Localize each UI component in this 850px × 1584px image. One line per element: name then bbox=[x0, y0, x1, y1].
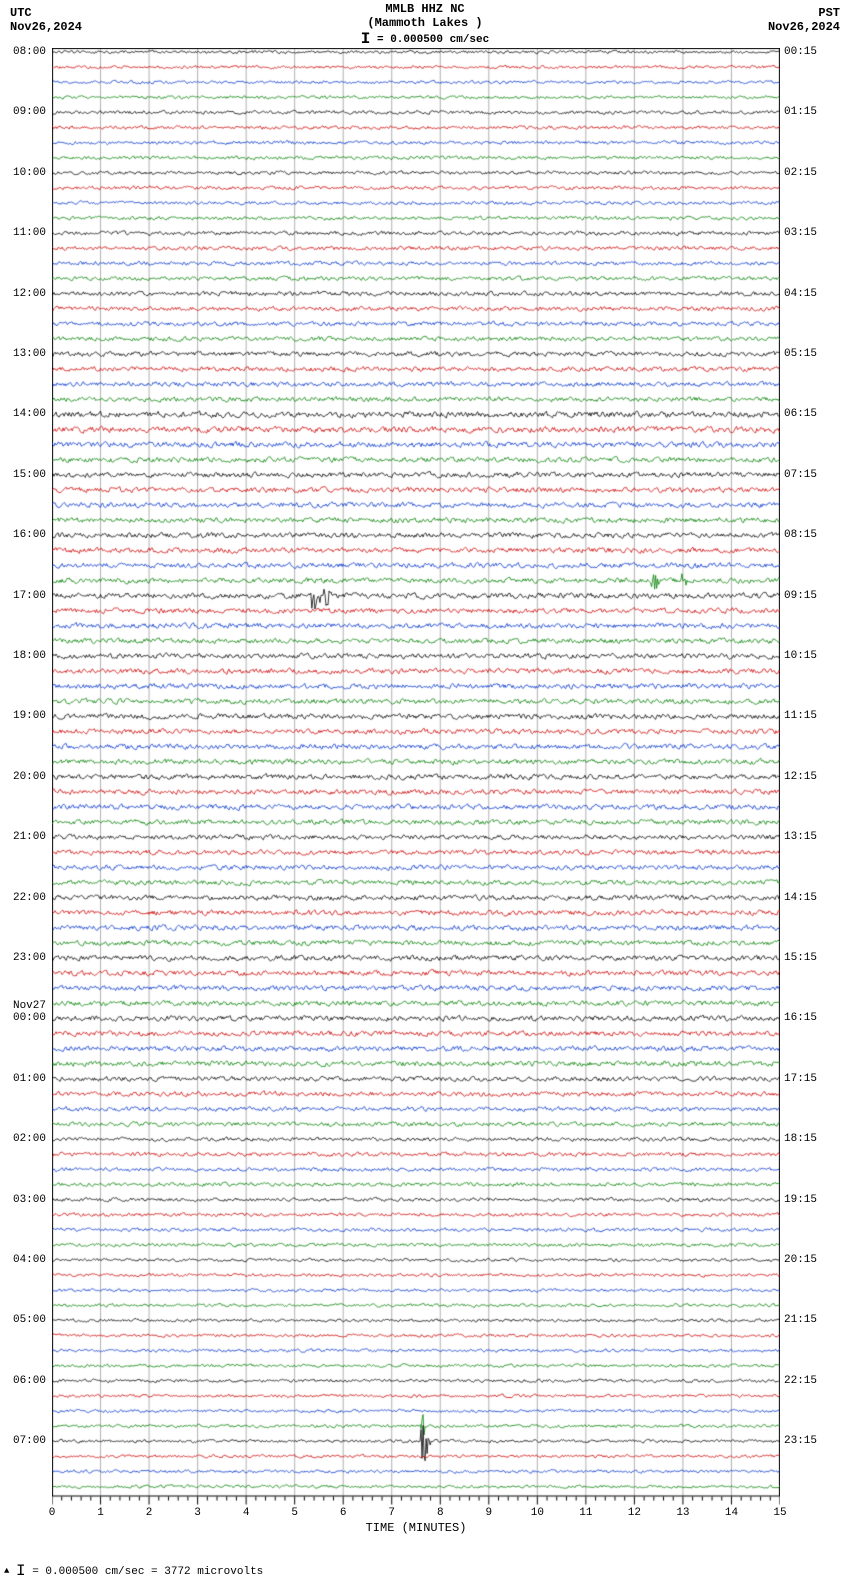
utc-label: 00:00 bbox=[13, 1012, 46, 1024]
x-tick: 4 bbox=[243, 1507, 250, 1519]
pst-label: 20:15 bbox=[784, 1254, 817, 1266]
utc-label: 17:00 bbox=[13, 590, 46, 602]
pst-label: 15:15 bbox=[784, 952, 817, 964]
utc-label: 08:00 bbox=[13, 46, 46, 58]
pst-label: 06:15 bbox=[784, 408, 817, 420]
pst-label: 14:15 bbox=[784, 892, 817, 904]
utc-date2: Nov27 bbox=[13, 1000, 46, 1012]
utc-label: 04:00 bbox=[13, 1254, 46, 1266]
utc-label: 23:00 bbox=[13, 952, 46, 964]
pst-label: 12:15 bbox=[784, 771, 817, 783]
x-tick: 15 bbox=[773, 1507, 786, 1519]
station-id: MMLB HHZ NC bbox=[0, 2, 850, 16]
x-tick: 14 bbox=[725, 1507, 738, 1519]
utc-label: 09:00 bbox=[13, 106, 46, 118]
pst-label: 02:15 bbox=[784, 167, 817, 179]
pst-label: 07:15 bbox=[784, 469, 817, 481]
station-location: (Mammoth Lakes ) bbox=[0, 16, 850, 30]
footer-text: = 0.000500 cm/sec = 3772 microvolts bbox=[32, 1566, 263, 1578]
x-tick: 5 bbox=[291, 1507, 298, 1519]
x-tick: 2 bbox=[146, 1507, 153, 1519]
utc-label: 05:00 bbox=[13, 1314, 46, 1326]
header-center: MMLB HHZ NC (Mammoth Lakes ) I = 0.00050… bbox=[0, 2, 850, 48]
x-tick: 7 bbox=[388, 1507, 395, 1519]
utc-label: 21:00 bbox=[13, 831, 46, 843]
utc-label: 12:00 bbox=[13, 288, 46, 300]
pst-label: 00:15 bbox=[784, 46, 817, 58]
utc-label: 16:00 bbox=[13, 529, 46, 541]
utc-label: 22:00 bbox=[13, 892, 46, 904]
helicorder-chart: 08:00 09:00 10:00 11:00 12:00 13:00 14:00 15:00… bbox=[0, 48, 850, 1558]
x-tick: 1 bbox=[97, 1507, 104, 1519]
utc-label: 10:00 bbox=[13, 167, 46, 179]
x-tick: 12 bbox=[628, 1507, 641, 1519]
utc-label: 01:00 bbox=[13, 1073, 46, 1085]
pst-label: 22:15 bbox=[784, 1375, 817, 1387]
x-tick: 9 bbox=[485, 1507, 492, 1519]
footer: ▲ I = 0.000500 cm/sec = 3772 microvolts bbox=[0, 1558, 850, 1580]
x-tick: 0 bbox=[49, 1507, 56, 1519]
pst-label: 10:15 bbox=[784, 650, 817, 662]
utc-label: 07:00 bbox=[13, 1435, 46, 1447]
scale-text: = 0.000500 cm/sec bbox=[377, 34, 489, 46]
x-tick: 13 bbox=[676, 1507, 689, 1519]
utc-label: 06:00 bbox=[13, 1375, 46, 1387]
utc-label: 20:00 bbox=[13, 771, 46, 783]
x-tick: 3 bbox=[194, 1507, 201, 1519]
utc-label: 03:00 bbox=[13, 1194, 46, 1206]
pst-label: 16:15 bbox=[784, 1012, 817, 1024]
seismogram-canvas bbox=[52, 48, 780, 1528]
x-tick: 8 bbox=[437, 1507, 444, 1519]
pst-label: 04:15 bbox=[784, 288, 817, 300]
header-right: PST Nov26,2024 bbox=[768, 6, 840, 34]
utc-label: 11:00 bbox=[13, 227, 46, 239]
pst-label: 13:15 bbox=[784, 831, 817, 843]
pst-label: 17:15 bbox=[784, 1073, 817, 1085]
pst-label: 05:15 bbox=[784, 348, 817, 360]
pst-label: 11:15 bbox=[784, 710, 817, 722]
x-tick: 10 bbox=[531, 1507, 544, 1519]
pst-label: 01:15 bbox=[784, 106, 817, 118]
utc-label: 13:00 bbox=[13, 348, 46, 360]
x-tick: 11 bbox=[579, 1507, 592, 1519]
tz-right: PST bbox=[768, 6, 840, 20]
x-axis-title: TIME (MINUTES) bbox=[366, 1521, 467, 1535]
utc-label: 19:00 bbox=[13, 710, 46, 722]
pst-label: 19:15 bbox=[784, 1194, 817, 1206]
pst-label: 03:15 bbox=[784, 227, 817, 239]
pst-label: 09:15 bbox=[784, 590, 817, 602]
pst-label: 08:15 bbox=[784, 529, 817, 541]
pst-label: 21:15 bbox=[784, 1314, 817, 1326]
utc-label: 02:00 bbox=[13, 1133, 46, 1145]
scale-indicator: I = 0.000500 cm/sec bbox=[0, 30, 850, 48]
date-right: Nov26,2024 bbox=[768, 20, 840, 34]
pst-label: 18:15 bbox=[784, 1133, 817, 1145]
pst-label: 23:15 bbox=[784, 1435, 817, 1447]
x-tick: 6 bbox=[340, 1507, 347, 1519]
utc-label: 14:00 bbox=[13, 408, 46, 420]
chart-header: UTC Nov26,2024 MMLB HHZ NC (Mammoth Lake… bbox=[0, 0, 850, 48]
utc-label: 18:00 bbox=[13, 650, 46, 662]
utc-label: 15:00 bbox=[13, 469, 46, 481]
